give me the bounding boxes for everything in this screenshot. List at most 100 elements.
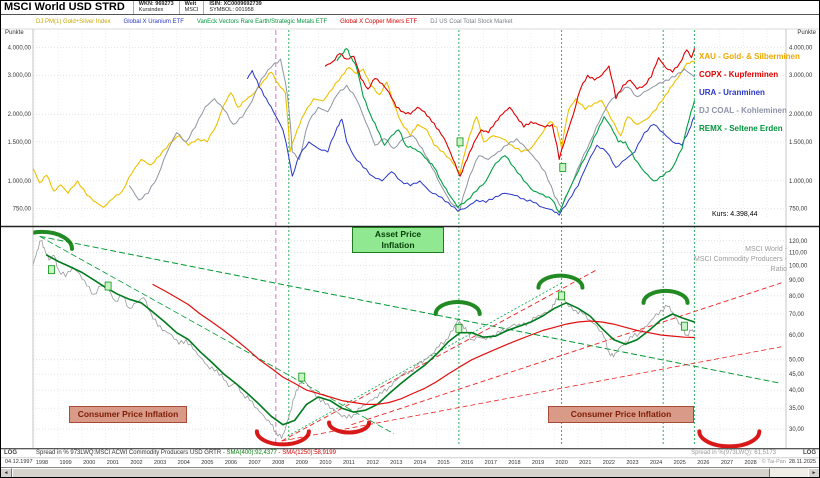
ratio-title-line1: MSCI World -: [745, 246, 787, 253]
series-legend-item[interactable]: DJ COAL - Kohleminen: [699, 106, 787, 115]
asset-box-line1: Asset Price: [374, 229, 422, 239]
comparison-legend-item[interactable]: DJ US Coal Total Stock Market: [430, 19, 513, 25]
svg-text:750,00: 750,00: [789, 207, 808, 213]
ratio-title-line3: Ratio: [770, 266, 787, 273]
scroll-left-button[interactable]: ◄: [0, 468, 12, 478]
svg-text:2017: 2017: [485, 460, 497, 466]
svg-text:1.000,00: 1.000,00: [789, 179, 813, 185]
scroll-right-button[interactable]: ►: [808, 468, 820, 478]
y-axis-unit-right: Punkte: [797, 30, 816, 36]
svg-text:1.000,00: 1.000,00: [8, 179, 32, 185]
svg-text:2010: 2010: [319, 460, 331, 466]
svg-text:2018: 2018: [508, 460, 520, 466]
svg-text:35,00: 35,00: [789, 406, 805, 412]
ratio-title-line2: MSCI Commodity Producers -: [694, 256, 787, 263]
svg-text:3.000,00: 3.000,00: [789, 73, 813, 79]
end-date-group: © Tai-Pan 28.11.2025: [759, 459, 818, 465]
comparison-legend-item[interactable]: DJ PM(1) Gold+Silver Index: [36, 19, 111, 25]
svg-text:1998: 1998: [36, 460, 48, 466]
svg-text:2028: 2028: [744, 460, 756, 466]
svg-text:90,00: 90,00: [789, 278, 805, 284]
svg-text:2002: 2002: [130, 460, 142, 466]
comparison-legend-item[interactable]: Global X Copper Miners ETF: [340, 19, 418, 25]
series-legend-item[interactable]: XAU - Gold- & Silberminen: [699, 52, 800, 61]
sma1250-value: - SMA(1250):58,9199: [276, 450, 336, 456]
svg-text:50,00: 50,00: [789, 358, 805, 364]
comparison-legend-item[interactable]: VanEck Vectors Rare Earth/Strategic Meta…: [196, 19, 328, 25]
svg-text:2022: 2022: [603, 460, 615, 466]
svg-text:120,00: 120,00: [789, 239, 808, 245]
ratio-title: MSCI World - MSCI Commodity Producers - …: [694, 245, 787, 275]
isin-value: ISIN: XC0009692739: [209, 1, 262, 7]
svg-text:2006: 2006: [225, 460, 237, 466]
series-legend-item[interactable]: URA - Uranminen: [699, 88, 765, 97]
indicator-label: Spread in % 973LWQ:MSCI ACWI Commodity P…: [36, 450, 336, 456]
status-bar: ◄ ►: [0, 467, 820, 478]
svg-text:2003: 2003: [154, 460, 166, 466]
wkn-value: WKN: 969273: [138, 1, 174, 7]
series-legend-item[interactable]: REMX - Seltene Erden: [699, 124, 783, 133]
last-price-label: Kurs: 4.398,44: [712, 211, 758, 218]
end-date: 28.11.2025: [788, 459, 816, 465]
svg-text:1.500,00: 1.500,00: [8, 140, 32, 146]
svg-text:4.000,00: 4.000,00: [8, 46, 32, 52]
asset-price-inflation-annotation[interactable]: Asset Price Inflation: [352, 227, 444, 253]
scrollbar-thumb[interactable]: [12, 468, 770, 478]
svg-text:100,00: 100,00: [789, 264, 808, 270]
spread-value-label: Spread in %(973LWQ): 61,5173: [691, 450, 776, 456]
svg-text:2007: 2007: [248, 460, 260, 466]
region-value: Welt: [184, 1, 197, 7]
header-cell-wkn: WKN: 969273 Kursindex: [132, 0, 179, 14]
symbol-value: SYMBOL: 001958: [209, 7, 254, 13]
svg-text:2014: 2014: [414, 460, 426, 466]
log-scale-right: LOG: [803, 450, 816, 456]
title-bar: MSCI World USD STRD WKN: 969273 Kursinde…: [0, 0, 820, 15]
svg-text:2015: 2015: [437, 460, 449, 466]
svg-text:40,00: 40,00: [789, 388, 805, 394]
svg-text:2025: 2025: [674, 460, 686, 466]
svg-text:2009: 2009: [296, 460, 308, 466]
svg-text:2026: 2026: [697, 460, 709, 466]
series-legend-item[interactable]: COPX - Kupferminen: [699, 70, 779, 79]
svg-text:2005: 2005: [201, 460, 213, 466]
comparison-legend: DJ PM(1) Gold+Silver Index Global X Urani…: [36, 17, 786, 27]
svg-text:60,00: 60,00: [789, 333, 805, 339]
svg-text:2000: 2000: [83, 460, 95, 466]
comparison-legend-item[interactable]: Global X Uranium ETF: [123, 19, 184, 25]
svg-text:2011: 2011: [343, 460, 355, 466]
index-type: Kursindex: [138, 7, 164, 13]
svg-text:4.000,00: 4.000,00: [789, 46, 813, 52]
svg-text:2.000,00: 2.000,00: [789, 112, 813, 118]
indicator-name: Spread in % 973LWQ:MSCI ACWI Commodity P…: [36, 450, 222, 456]
svg-text:30,00: 30,00: [789, 427, 805, 433]
svg-text:2004: 2004: [178, 460, 190, 466]
svg-text:2027: 2027: [721, 460, 733, 466]
start-date: 04.12.1997: [3, 459, 35, 465]
log-scale-left: LOG: [4, 450, 17, 456]
svg-text:2024: 2024: [650, 460, 662, 466]
svg-text:80,00: 80,00: [789, 294, 805, 300]
consumer-price-inflation-left[interactable]: Consumer Price Inflation: [69, 406, 187, 423]
svg-text:2008: 2008: [272, 460, 284, 466]
provider-value: MSCI: [184, 7, 199, 13]
svg-text:2023: 2023: [626, 460, 638, 466]
svg-text:2013: 2013: [390, 460, 402, 466]
svg-text:2016: 2016: [461, 460, 473, 466]
series-legend: XAU - Gold- & Silberminen COPX - Kupfermi…: [699, 48, 800, 138]
sma400-value: - SMA(400):92,4377: [221, 450, 277, 456]
asset-box-line2: Inflation: [381, 240, 415, 250]
y-axis-unit-left: Punkte: [5, 30, 24, 36]
svg-text:1999: 1999: [60, 460, 72, 466]
svg-text:45,00: 45,00: [789, 372, 805, 378]
consumer-price-inflation-right[interactable]: Consumer Price Inflation: [548, 406, 694, 423]
svg-text:3.000,00: 3.000,00: [8, 73, 32, 79]
header-cell-isin: ISIN: XC0009692739 SYMBOL: 001958: [203, 0, 266, 14]
svg-text:1.500,00: 1.500,00: [789, 140, 813, 146]
scrollbar-track[interactable]: [12, 468, 808, 478]
svg-text:2021: 2021: [579, 460, 591, 466]
header-cell-region: Welt MSCI: [178, 0, 204, 14]
svg-text:2012: 2012: [367, 460, 379, 466]
svg-text:2.000,00: 2.000,00: [8, 112, 32, 118]
svg-text:2001: 2001: [107, 460, 119, 466]
